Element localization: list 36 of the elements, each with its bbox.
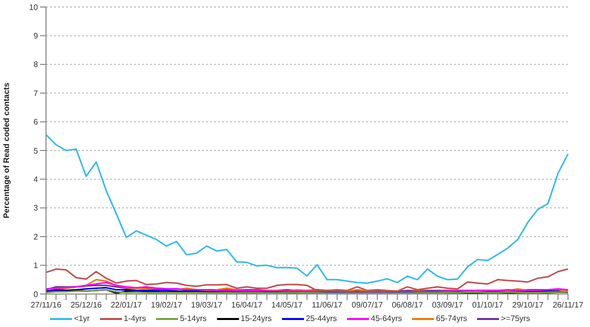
line-series <box>45 268 569 292</box>
x-tick-label: 14/05/17 <box>271 300 304 310</box>
x-tick-label: 09/07/17 <box>352 300 384 310</box>
x-tick-label: 22/01/17 <box>110 300 142 310</box>
x-tick-label: 19/03/17 <box>191 300 223 310</box>
y-tick-label: 5 <box>34 146 39 156</box>
y-tick-label: 9 <box>34 32 39 41</box>
legend-label: 5-14yrs <box>180 314 207 323</box>
y-tick-label: 10 <box>29 2 39 12</box>
y-tick-label: 6 <box>34 118 39 127</box>
y-tick-label: 1 <box>34 261 39 270</box>
x-tick-label: 26/11/17 <box>552 300 584 310</box>
x-tick-label: 06/08/17 <box>392 300 424 310</box>
legend-label: 15-24yrs <box>240 314 272 323</box>
y-axis-title: Percentage of Read coded contacts <box>2 82 11 218</box>
legend-label: 1-4yrs <box>124 314 146 323</box>
legend-label: 45-64yrs <box>370 314 402 323</box>
y-tick-label: 0 <box>34 290 39 299</box>
line-series <box>45 134 569 284</box>
x-tick-label: 01/10/17 <box>472 300 504 310</box>
x-tick-label: 27/11/16 <box>30 300 62 310</box>
y-tick-label: 3 <box>34 204 39 213</box>
y-tick-label: 7 <box>34 88 39 98</box>
x-tick-label: 29/10/17 <box>512 300 544 310</box>
x-tick-label: 25/12/16 <box>70 300 102 310</box>
legend-label: 25-44yrs <box>306 314 337 323</box>
legend-label: >=75yrs <box>501 314 530 323</box>
x-tick-label: 03/09/17 <box>432 300 464 310</box>
y-tick-label: 4 <box>34 175 39 184</box>
y-tick-label: 2 <box>34 232 39 242</box>
x-tick-label: 11/06/17 <box>312 300 343 310</box>
y-tick-label: 8 <box>34 60 39 70</box>
x-tick-label: 19/02/17 <box>150 300 183 310</box>
legend-label: 65-74yrs <box>436 314 468 323</box>
x-tick-label: 16/04/17 <box>231 300 263 310</box>
legend-label: <1yr <box>74 314 90 323</box>
